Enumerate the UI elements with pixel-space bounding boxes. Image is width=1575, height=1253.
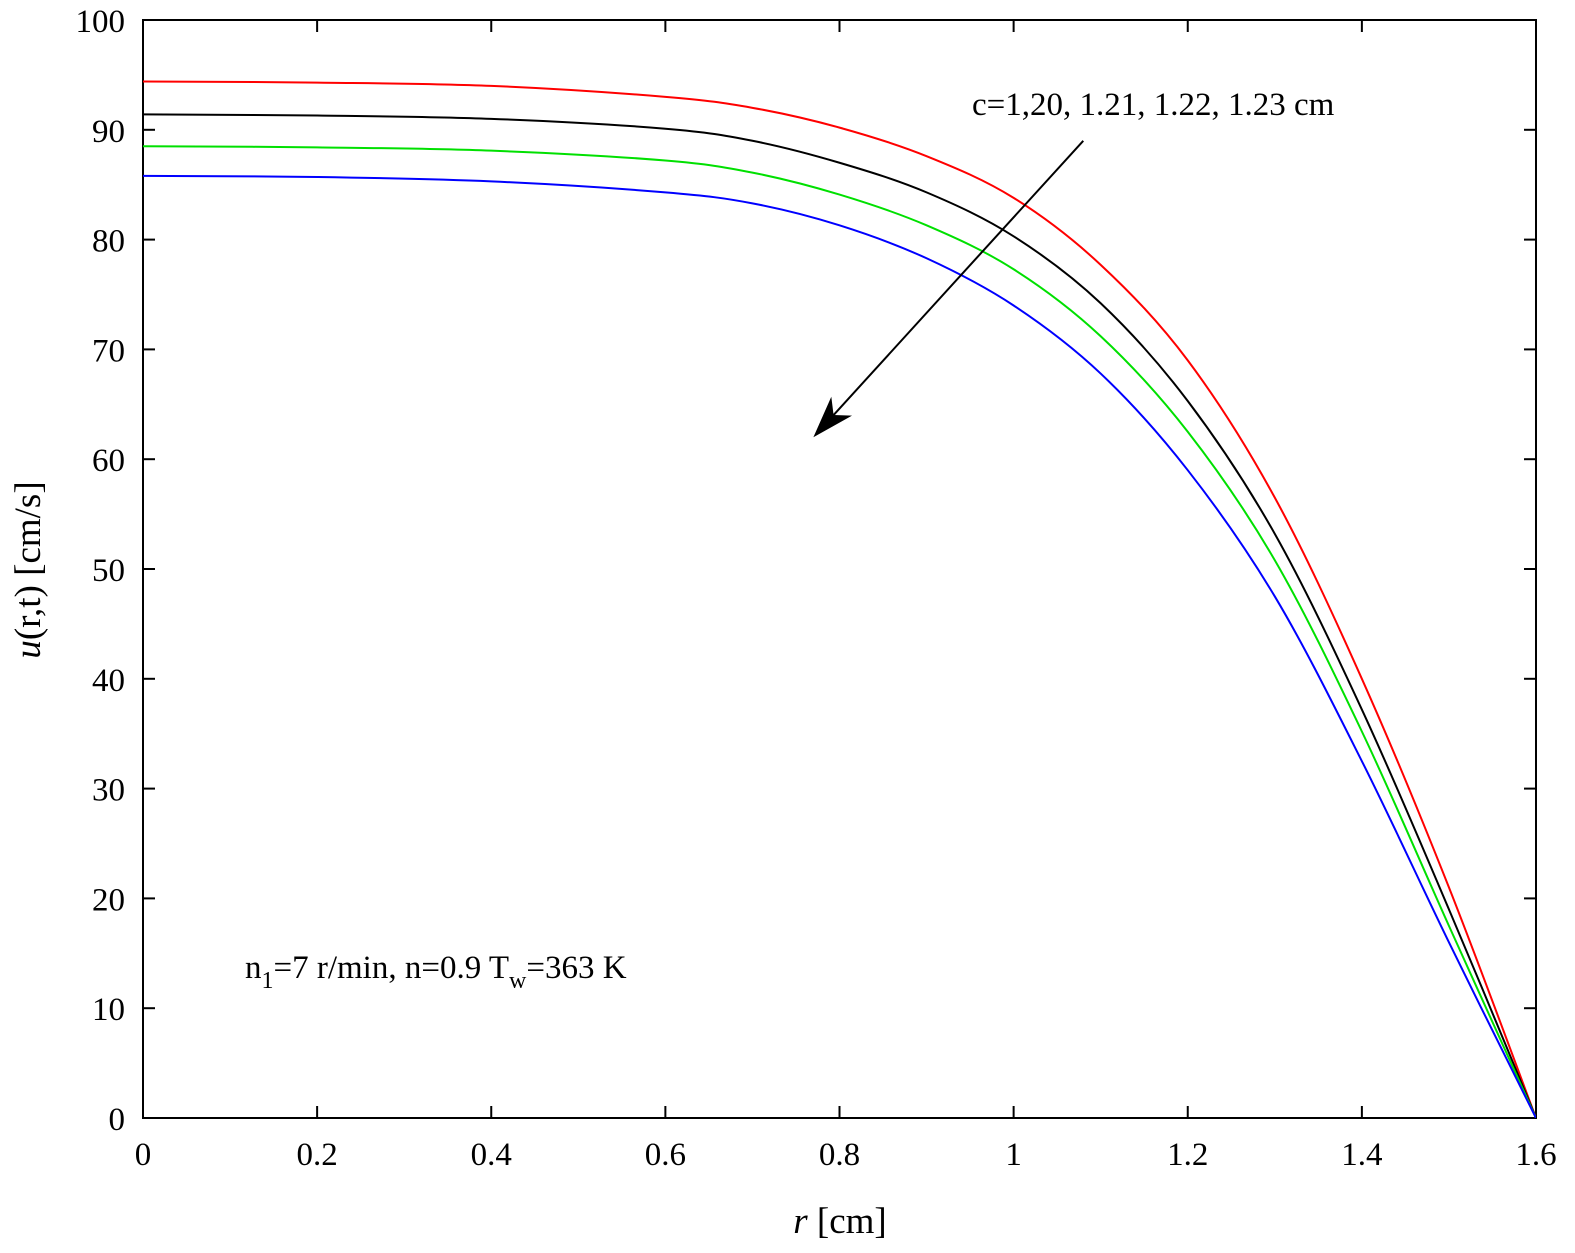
y-tick-label: 50 — [92, 553, 125, 589]
y-tick-label: 60 — [92, 443, 125, 479]
series-line-1 — [143, 80, 1536, 1118]
annotation-arrow — [832, 140, 1085, 416]
x-tick-label: 0.8 — [819, 1137, 860, 1173]
cond-mid: =7 r/min, n=0.9 T — [274, 950, 510, 986]
x-tick-label: 1.6 — [1515, 1137, 1556, 1173]
c-values-annotation: c=1,20, 1.21, 1.22, 1.23 cm — [972, 87, 1335, 123]
y-tick-label: 100 — [76, 4, 126, 40]
y-tick-label: 20 — [92, 882, 125, 918]
y-tick-label: 0 — [109, 1102, 126, 1138]
y-tick-label: 90 — [92, 114, 125, 150]
x-tick-label: 1.4 — [1341, 1137, 1382, 1173]
axis-ticks — [142, 19, 1537, 1119]
conditions-annotation: n1=7 r/min, n=0.9 Tw=363 K — [245, 950, 627, 994]
series-line-3 — [143, 145, 1536, 1118]
annotation-arrow-head — [813, 396, 853, 438]
y-tick-label: 30 — [92, 773, 125, 809]
y-tick-label: 40 — [92, 663, 125, 699]
x-tick-label: 1.2 — [1167, 1137, 1208, 1173]
x-axis-unit: [cm] — [808, 1201, 887, 1242]
y-tick-label: 70 — [92, 333, 125, 369]
cond-n: n — [245, 950, 262, 986]
y-tick-label: 80 — [92, 224, 125, 260]
cond-t-sub: w — [509, 968, 527, 994]
y-axis-label: u(r,t) [cm/s] — [8, 481, 49, 658]
y-tick-label: 10 — [92, 992, 125, 1028]
tick-labels: 0 0.2 0.4 0.6 0.8 1 1.2 1.4 1.6 0 10 20 30 40 50 60 70 80… — [76, 4, 1557, 1173]
y-axis-var: u — [8, 640, 49, 659]
x-axis-label: r [cm] — [793, 1201, 887, 1242]
series-line-4 — [143, 174, 1536, 1118]
cond-end: =363 K — [526, 950, 626, 986]
x-axis-var: r — [793, 1201, 808, 1242]
x-tick-label: 0.4 — [471, 1137, 512, 1173]
x-tick-label: 0.2 — [297, 1137, 338, 1173]
cond-n-sub: 1 — [262, 968, 274, 994]
y-axis-unit: (r,t) [cm/s] — [8, 481, 49, 640]
x-tick-label: 1 — [1005, 1137, 1022, 1173]
x-tick-label: 0 — [135, 1137, 152, 1173]
series-layer — [143, 80, 1536, 1118]
series-line-2 — [143, 113, 1536, 1118]
x-tick-label: 0.6 — [645, 1137, 686, 1173]
